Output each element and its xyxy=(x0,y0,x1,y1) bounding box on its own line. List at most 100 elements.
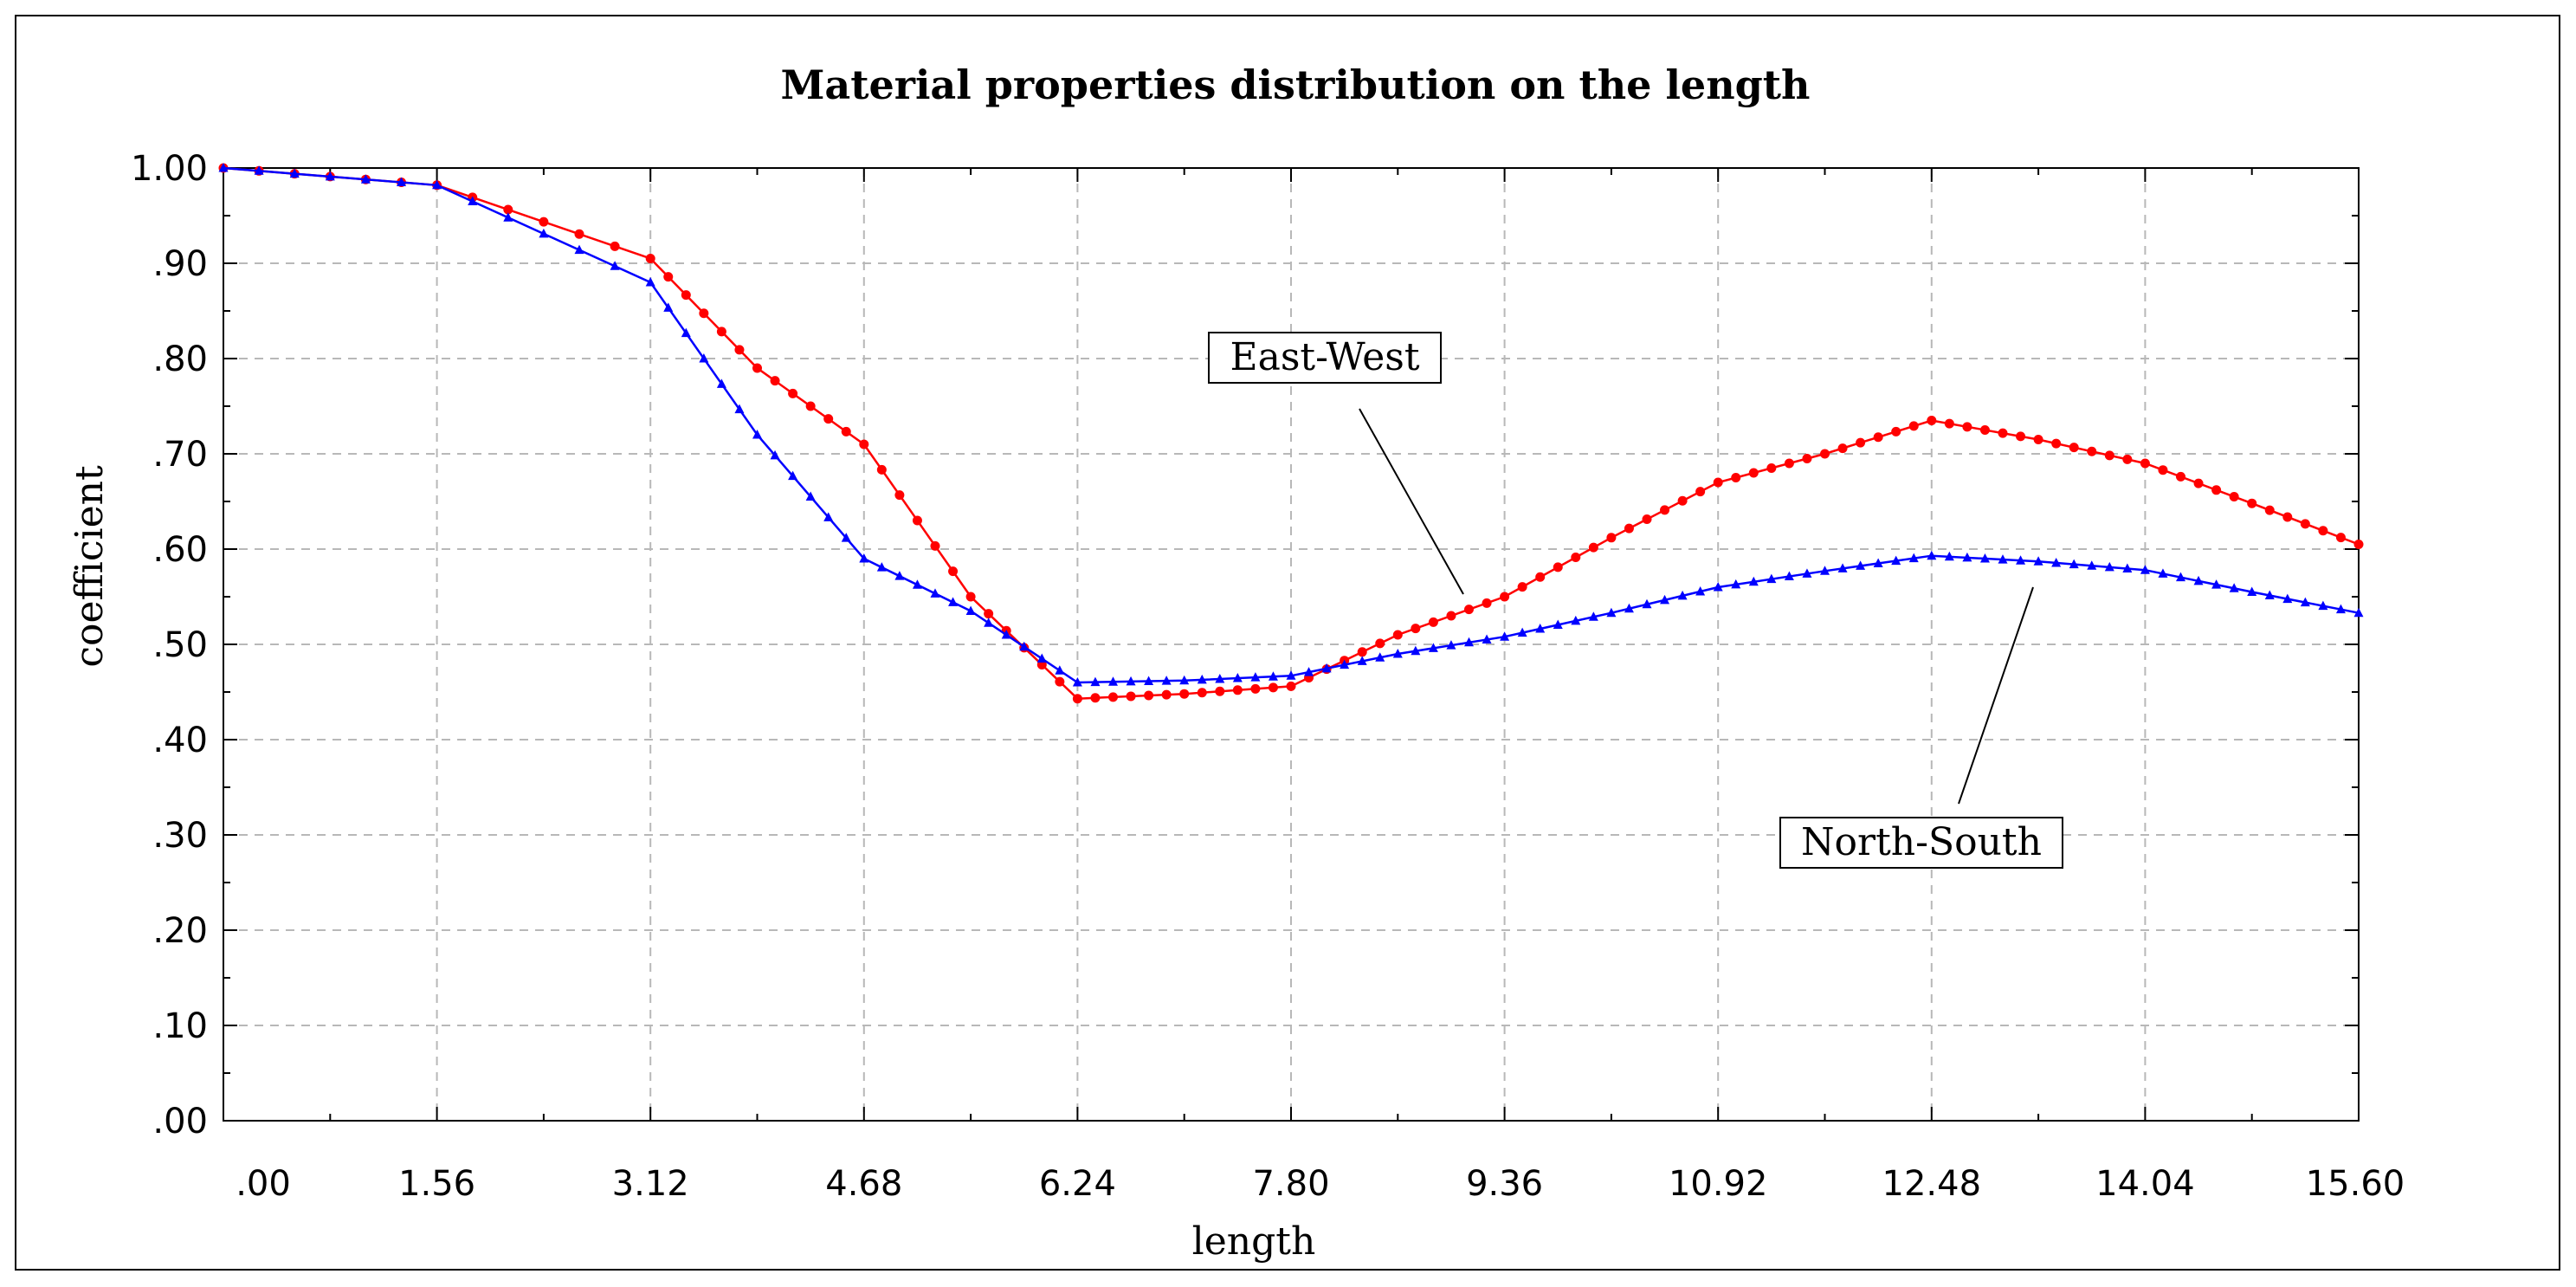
y-tick-label: .50 xyxy=(152,625,208,665)
data-point-north-south xyxy=(2282,593,2293,604)
north-south-leader-line xyxy=(1958,586,2034,805)
data-point-north-south xyxy=(2353,607,2364,618)
y-tick-label: 1.00 xyxy=(131,149,208,189)
data-point-north-south xyxy=(1126,676,1136,686)
data-point-north-south xyxy=(1553,619,1563,629)
data-point-east-west xyxy=(1979,425,1990,435)
data-point-east-west xyxy=(984,609,994,619)
x-axis-label: length xyxy=(1192,1219,1316,1264)
data-point-north-south xyxy=(663,302,674,312)
data-point-north-south xyxy=(788,470,798,481)
data-point-east-west xyxy=(1215,686,1225,696)
data-point-north-south xyxy=(2104,561,2114,572)
data-point-north-south xyxy=(1873,558,1883,567)
data-point-east-west xyxy=(1624,523,1634,534)
data-point-north-south xyxy=(2051,557,2062,567)
chart-title: Material properties distribution on the … xyxy=(780,61,1810,108)
data-point-north-south xyxy=(2158,568,2168,578)
data-point-east-west xyxy=(1713,477,1723,488)
data-point-east-west xyxy=(965,592,976,602)
data-point-north-south xyxy=(1464,637,1474,647)
data-point-east-west xyxy=(1179,689,1190,699)
data-point-east-west xyxy=(948,566,959,577)
data-point-east-west xyxy=(912,515,922,526)
data-point-east-west xyxy=(1090,693,1101,703)
data-point-north-south xyxy=(734,404,745,414)
x-tick-label: 7.80 xyxy=(1252,1164,1329,1204)
data-point-north-south xyxy=(2229,583,2239,592)
data-point-north-south xyxy=(2176,572,2185,582)
data-point-east-west xyxy=(1873,432,1883,443)
data-point-north-south xyxy=(1161,676,1172,685)
x-tick-label: 9.36 xyxy=(1466,1164,1543,1204)
data-point-north-south xyxy=(1766,573,1777,584)
data-point-east-west xyxy=(1482,598,1492,608)
data-point-north-south xyxy=(770,449,780,460)
data-point-north-south xyxy=(1908,553,1919,563)
data-point-east-west xyxy=(1891,426,1901,437)
data-point-north-south xyxy=(1357,656,1367,665)
data-point-north-south xyxy=(1713,582,1723,592)
data-point-east-west xyxy=(1944,418,1954,429)
data-point-east-west xyxy=(2140,458,2150,469)
data-point-north-south xyxy=(1036,653,1047,663)
x-tick-label: 6.24 xyxy=(1039,1164,1116,1204)
data-point-east-west xyxy=(699,308,709,319)
data-point-north-south xyxy=(681,327,691,338)
east-west-annotation-box xyxy=(1208,332,1442,384)
data-point-north-south xyxy=(1144,676,1154,686)
x-tick-label: 1.56 xyxy=(398,1164,475,1204)
data-point-north-south xyxy=(360,174,371,184)
x-tick-label: 10.92 xyxy=(1669,1164,1768,1204)
data-point-east-west xyxy=(841,426,851,437)
data-point-north-south xyxy=(1571,615,1581,625)
data-point-north-south xyxy=(859,553,869,563)
data-point-east-west xyxy=(574,229,584,239)
data-point-east-west xyxy=(1108,692,1118,702)
data-point-east-west xyxy=(2211,485,2222,495)
data-point-east-west xyxy=(1837,443,1848,454)
series-north-south xyxy=(218,163,2364,687)
data-point-east-west xyxy=(2069,443,2079,453)
data-point-north-south xyxy=(1624,603,1634,613)
x-tick-label: 12.48 xyxy=(1882,1164,1982,1204)
data-point-north-south xyxy=(397,177,406,186)
data-point-north-south xyxy=(1944,551,1954,561)
data-point-east-west xyxy=(1856,437,1866,448)
data-point-north-south xyxy=(1340,659,1350,669)
data-point-east-west xyxy=(1571,553,1581,563)
data-point-north-south xyxy=(912,579,922,589)
data-point-north-south xyxy=(2069,559,2079,569)
data-point-north-south xyxy=(1695,585,1706,596)
data-point-north-south xyxy=(965,605,976,615)
data-point-east-west xyxy=(1731,473,1741,482)
data-point-east-west xyxy=(788,388,798,398)
data-point-north-south xyxy=(699,353,709,363)
data-point-north-south xyxy=(1375,652,1385,662)
data-point-east-west xyxy=(2033,435,2043,444)
data-point-north-south xyxy=(1856,560,1866,570)
x-axis-tick-labels: .00 1.56 3.12 4.68 6.24 7.80 9.36 10.92 12.48 14.… xyxy=(236,1164,2405,1204)
data-point-east-west xyxy=(1517,582,1527,592)
data-point-east-west xyxy=(1802,454,1812,463)
data-point-north-south xyxy=(1428,643,1438,652)
data-point-north-south xyxy=(610,261,620,270)
data-point-east-west xyxy=(1927,416,1937,425)
data-point-north-south xyxy=(1588,611,1598,621)
data-point-east-west xyxy=(2104,450,2114,461)
data-point-east-west xyxy=(2016,431,2026,442)
data-point-north-south xyxy=(1197,674,1207,684)
data-point-east-west xyxy=(2335,533,2346,543)
data-point-north-south xyxy=(254,165,264,175)
data-point-north-south xyxy=(432,179,442,190)
data-point-north-south xyxy=(2300,597,2310,607)
y-tick-label: .30 xyxy=(152,816,208,856)
y-tick-label: .10 xyxy=(152,1006,208,1046)
data-point-east-west xyxy=(2229,492,2239,501)
data-point-east-west xyxy=(1660,505,1670,515)
y-axis-tick-labels: .00 .10 .20 .30 .40 .50 .60 .70 .80 .90 1.00 xyxy=(131,149,208,1141)
y-tick-label: .00 xyxy=(152,1102,208,1141)
data-point-north-south xyxy=(1837,563,1848,572)
data-point-east-west xyxy=(2318,526,2328,536)
data-point-north-south xyxy=(1642,598,1652,609)
